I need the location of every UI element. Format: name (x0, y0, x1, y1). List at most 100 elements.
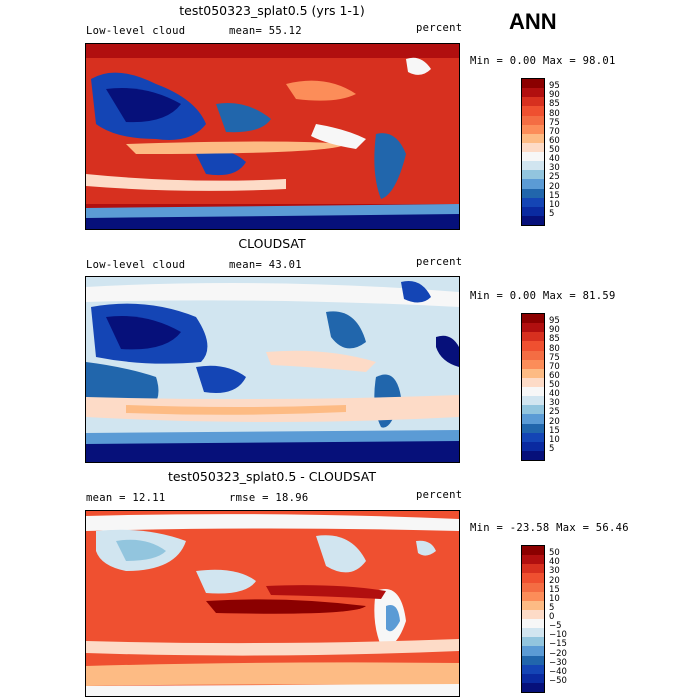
colorbar-swatch (522, 359, 544, 369)
panel-3-map (85, 510, 460, 697)
colorbar-swatch (522, 215, 544, 225)
panel-3-title: test050323_splat0.5 - CLOUDSAT (167, 469, 377, 484)
colorbar-swatch (522, 179, 544, 189)
colorbar-swatch (522, 546, 544, 556)
colorbar-tick-label: 50 (549, 548, 560, 559)
colorbar-swatch (522, 79, 544, 89)
colorbar-swatch (522, 450, 544, 460)
colorbar-tick-label: 15 (549, 425, 560, 436)
colorbar-tick-label: 60 (549, 135, 560, 146)
colorbar-tick-label: 95 (549, 81, 560, 92)
colorbar-swatch (522, 582, 544, 592)
colorbar-tick-label: 40 (549, 389, 560, 400)
colorbar-swatch (522, 441, 544, 451)
colorbar-tick-label: 75 (549, 117, 560, 128)
colorbar-swatch (522, 664, 544, 674)
colorbar-tick-label: 50 (549, 380, 560, 390)
colorbar-tick-label: 90 (549, 90, 560, 101)
colorbar-swatch (522, 387, 544, 397)
colorbar-swatch (522, 97, 544, 107)
colorbar-tick-label: −20 (549, 648, 567, 659)
panel-1-map-field (86, 44, 459, 229)
colorbar-tick-label: 30 (549, 398, 560, 409)
panel-2-mean-label: mean= 43.01 (229, 259, 302, 271)
colorbar-tick-label: 25 (549, 172, 560, 183)
colorbar-tick-label: 15 (549, 190, 560, 201)
panel-1-title: test050323_splat0.5 (yrs 1-1) (179, 3, 365, 18)
colorbar-swatch (522, 646, 544, 656)
colorbar-swatch (522, 637, 544, 647)
colorbar-swatch (522, 405, 544, 415)
panel-2-map (85, 276, 460, 463)
colorbar-tick-label: 85 (549, 99, 560, 110)
colorbar-tick-label: 10 (549, 593, 560, 604)
colorbar-tick-label: 10 (549, 199, 560, 210)
panel-3-rmse-label: rmse = 18.96 (229, 492, 309, 504)
colorbar-swatch (522, 414, 544, 424)
colorbar-swatch (522, 673, 544, 683)
panel-2-units-label: percent (416, 256, 463, 268)
colorbar-tick-label: 70 (549, 126, 560, 137)
colorbar-swatch (522, 142, 544, 152)
panel-2-colorbar (521, 313, 545, 461)
colorbar-tick-label: −50 (549, 675, 567, 686)
colorbar-tick-label: 85 (549, 334, 560, 345)
colorbar-swatch (522, 188, 544, 198)
colorbar-tick-label: 5 (549, 443, 555, 454)
colorbar-tick-label: 75 (549, 352, 560, 363)
panel-3-map-field (86, 511, 459, 696)
colorbar-swatch (522, 332, 544, 342)
panel-2-field-label: Low-level cloud (86, 259, 186, 271)
colorbar-tick-label: 20 (549, 575, 560, 586)
panel-2-colorbar-labels: 95 90 85 80 75 70 60 50 40 30 25 20 15 10 5 (549, 313, 579, 459)
colorbar-swatch (522, 350, 544, 360)
colorbar-swatch (522, 423, 544, 433)
colorbar-swatch (522, 206, 544, 216)
panel-1-colorbar-labels: 95 90 85 80 75 70 60 50 40 30 25 20 15 10 5 (549, 78, 579, 224)
panel-1-units-label: percent (416, 22, 463, 34)
colorbar-swatch (522, 314, 544, 324)
colorbar-swatch (522, 323, 544, 333)
panel-3-units-label: percent (416, 489, 463, 501)
colorbar-tick-label: 50 (549, 145, 560, 155)
panel-2-map-field (86, 277, 459, 462)
colorbar-swatch (522, 555, 544, 565)
colorbar-tick-label: −40 (549, 666, 567, 677)
panel-1-map (85, 43, 460, 230)
colorbar-swatch (522, 368, 544, 378)
colorbar-swatch (522, 197, 544, 207)
colorbar-swatch (522, 133, 544, 143)
colorbar-swatch (522, 124, 544, 134)
colorbar-tick-label: 40 (549, 154, 560, 165)
colorbar-tick-label: 30 (549, 163, 560, 174)
colorbar-swatch (522, 152, 544, 162)
panel-3-colorbar (521, 545, 545, 693)
colorbar-tick-label: −30 (549, 657, 567, 668)
colorbar-tick-label: 80 (549, 108, 560, 119)
colorbar-swatch (522, 682, 544, 692)
colorbar-swatch (522, 600, 544, 610)
colorbar-tick-label: 80 (549, 343, 560, 354)
colorbar-swatch (522, 115, 544, 125)
colorbar-swatch (522, 377, 544, 387)
panel-1-field-label: Low-level cloud (86, 25, 186, 37)
colorbar-tick-label: 10 (549, 434, 560, 445)
colorbar-swatch (522, 655, 544, 665)
colorbar-swatch (522, 170, 544, 180)
colorbar-swatch (522, 396, 544, 406)
panel-3-colorbar-labels: 50 40 30 20 15 10 5 0 −5 −10 −15 −20 −30 −40 −50 (549, 545, 579, 691)
panel-2-title: CLOUDSAT (238, 236, 306, 251)
season-label: ANN (509, 9, 557, 34)
colorbar-tick-label: 20 (549, 416, 560, 427)
colorbar-tick-label: 15 (549, 584, 560, 595)
panel-1-stats: Min = 0.00 Max = 98.01 (470, 55, 616, 67)
colorbar-tick-label: −15 (549, 639, 567, 650)
panel-1-colorbar (521, 78, 545, 226)
colorbar-swatch (522, 161, 544, 171)
colorbar-swatch (522, 564, 544, 574)
panel-1-mean-label: mean= 55.12 (229, 25, 302, 37)
panel-3-stats: Min = -23.58 Max = 56.46 (470, 522, 629, 534)
colorbar-tick-label: −10 (549, 630, 567, 641)
colorbar-swatch (522, 341, 544, 351)
colorbar-swatch (522, 573, 544, 583)
